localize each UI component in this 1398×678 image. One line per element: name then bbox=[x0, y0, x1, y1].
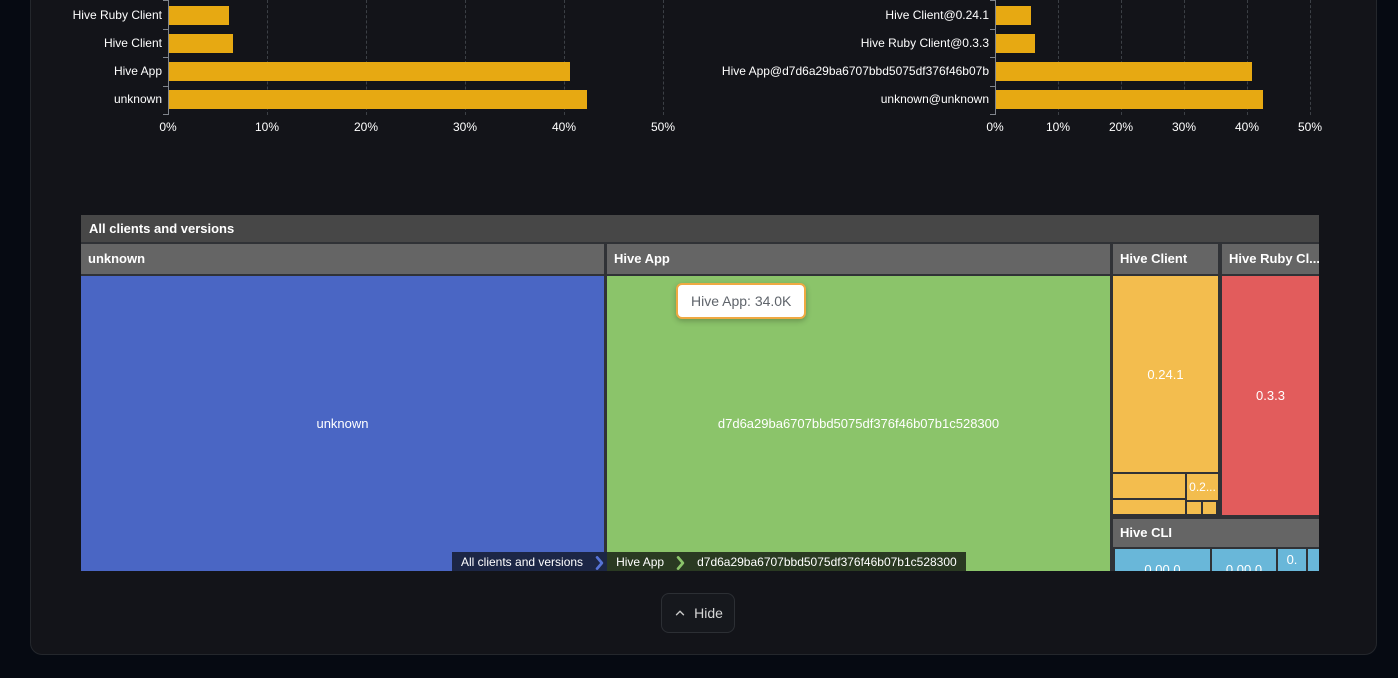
gridline-50 bbox=[1310, 0, 1311, 115]
gridline-40 bbox=[564, 0, 565, 115]
treemap-block-0-2[interactable]: 0.2... bbox=[1187, 474, 1218, 500]
x-tick-label: 30% bbox=[1171, 120, 1197, 134]
gridline-20 bbox=[366, 0, 367, 115]
bar-hive-client-0-24-1[interactable] bbox=[996, 6, 1032, 25]
block-label: 0.24.1 bbox=[1147, 366, 1184, 382]
treemap-block-cli-1[interactable]: 0.00.0 bbox=[1115, 549, 1210, 571]
bar-unknown[interactable] bbox=[169, 90, 587, 109]
y-axis-tick bbox=[163, 86, 168, 87]
y-axis-tick bbox=[990, 114, 995, 115]
treemap-section-hive-app[interactable]: Hive App bbox=[607, 244, 1110, 274]
y-axis-line bbox=[995, 0, 996, 115]
x-tick-label: 40% bbox=[1234, 120, 1260, 134]
gridline-30 bbox=[465, 0, 466, 115]
treemap-section-hive-client[interactable]: Hive Client bbox=[1113, 244, 1218, 274]
breadcrumb-hive-app[interactable]: Hive App bbox=[607, 552, 674, 571]
x-tick-label: 10% bbox=[254, 120, 280, 134]
hide-button[interactable]: Hide bbox=[661, 593, 735, 633]
gridline-30 bbox=[1184, 0, 1185, 115]
chevron-right-icon bbox=[592, 552, 608, 571]
category-label: Hive Ruby Client bbox=[72, 8, 162, 22]
bar-hive-app-hash[interactable] bbox=[996, 62, 1253, 81]
treemap-block-unknown[interactable]: unknown bbox=[81, 276, 604, 571]
breadcrumb-hash[interactable]: d7d6a29ba6707bbd5075df376f46b07b1c528300 bbox=[688, 552, 966, 571]
block-label: 0.00.0 bbox=[1144, 561, 1181, 572]
category-label: Hive Client bbox=[103, 36, 162, 50]
gridline-40 bbox=[1247, 0, 1248, 115]
treemap-block-cli-4[interactable] bbox=[1308, 549, 1319, 571]
treemap-section-hive-ruby-client[interactable]: Hive Ruby Cl... bbox=[1222, 244, 1319, 274]
x-tick-label: 20% bbox=[353, 120, 379, 134]
bar-hive-app[interactable] bbox=[169, 62, 571, 81]
block-label: 0.00.0 bbox=[1225, 561, 1263, 572]
treemap-title[interactable]: All clients and versions bbox=[81, 215, 1319, 242]
category-label: Hive Ruby Client@0.3.3 bbox=[860, 36, 989, 50]
treemap-block-hive-client-4[interactable] bbox=[1113, 500, 1185, 514]
gridline-20 bbox=[1121, 0, 1122, 115]
y-axis-tick bbox=[163, 0, 168, 1]
y-axis-tick bbox=[990, 29, 995, 30]
treemap-block-cli-2[interactable]: 0.00.0 bbox=[1212, 549, 1276, 571]
treemap-breadcrumb: All clients and versions Hive App d7d6a2… bbox=[452, 552, 966, 571]
x-tick-label: 40% bbox=[551, 120, 577, 134]
treemap-block-cli-3[interactable]: 0. bbox=[1278, 549, 1306, 571]
chevron-right-icon bbox=[673, 552, 689, 571]
category-label: Hive App bbox=[113, 64, 162, 78]
bar-unknown-unknown[interactable] bbox=[996, 90, 1263, 109]
tooltip-text: Hive App: 34.0K bbox=[691, 293, 792, 309]
treemap-section-hive-cli[interactable]: Hive CLI bbox=[1113, 519, 1319, 547]
block-label: 0. bbox=[1286, 552, 1298, 567]
y-axis-tick bbox=[990, 57, 995, 58]
y-axis-tick bbox=[163, 114, 168, 115]
treemap-block-0-24-1[interactable]: 0.24.1 bbox=[1113, 276, 1218, 472]
y-axis-tick bbox=[990, 0, 995, 1]
bar-hive-ruby-client-0-3-3[interactable] bbox=[996, 34, 1035, 53]
treemap-block-hive-client-5[interactable] bbox=[1187, 502, 1201, 514]
category-label: unknown bbox=[113, 92, 162, 106]
category-label: Hive Client@0.24.1 bbox=[885, 8, 989, 22]
x-tick-label: 0% bbox=[986, 120, 1004, 134]
treemap-block-hive-client-6[interactable] bbox=[1203, 502, 1216, 514]
block-label: unknown bbox=[316, 416, 369, 431]
block-label: d7d6a29ba6707bbd5075df376f46b07b1c528300 bbox=[717, 416, 1000, 431]
x-tick-label: 50% bbox=[650, 120, 676, 134]
x-tick-label: 10% bbox=[1045, 120, 1071, 134]
breadcrumb-all-clients[interactable]: All clients and versions bbox=[452, 552, 593, 571]
bar-hive-ruby-client[interactable] bbox=[169, 6, 230, 25]
treemap-section-unknown[interactable]: unknown bbox=[81, 244, 604, 274]
x-tick-label: 50% bbox=[1297, 120, 1323, 134]
x-tick-label: 0% bbox=[159, 120, 177, 134]
y-axis-tick bbox=[163, 29, 168, 30]
clients-treemap: All clients and versions unknown unknown… bbox=[81, 215, 1319, 571]
y-axis-tick bbox=[990, 86, 995, 87]
y-axis-line bbox=[168, 0, 169, 115]
gridline-10 bbox=[267, 0, 268, 115]
treemap-block-hive-client-2[interactable] bbox=[1113, 474, 1185, 498]
gridline-10 bbox=[1058, 0, 1059, 115]
treemap-block-0-3-3[interactable]: 0.3.3 bbox=[1222, 276, 1319, 515]
block-label: 0.3.3 bbox=[1256, 388, 1285, 403]
y-axis-tick bbox=[163, 57, 168, 58]
hide-button-label: Hide bbox=[694, 605, 723, 621]
x-tick-label: 20% bbox=[1108, 120, 1134, 134]
x-tick-label: 30% bbox=[452, 120, 478, 134]
treemap-tooltip: Hive App: 34.0K bbox=[676, 283, 807, 319]
category-label: Hive App@d7d6a29ba6707bbd5075df376f46b07… bbox=[721, 64, 989, 78]
chevron-up-icon bbox=[673, 606, 687, 620]
treemap-block-hive-app-hash[interactable]: d7d6a29ba6707bbd5075df376f46b07b1c528300 bbox=[607, 276, 1110, 571]
block-label: 0.2... bbox=[1189, 480, 1216, 494]
gridline-50 bbox=[663, 0, 664, 115]
category-label: unknown@unknown bbox=[880, 92, 989, 106]
bar-hive-client[interactable] bbox=[169, 34, 234, 53]
